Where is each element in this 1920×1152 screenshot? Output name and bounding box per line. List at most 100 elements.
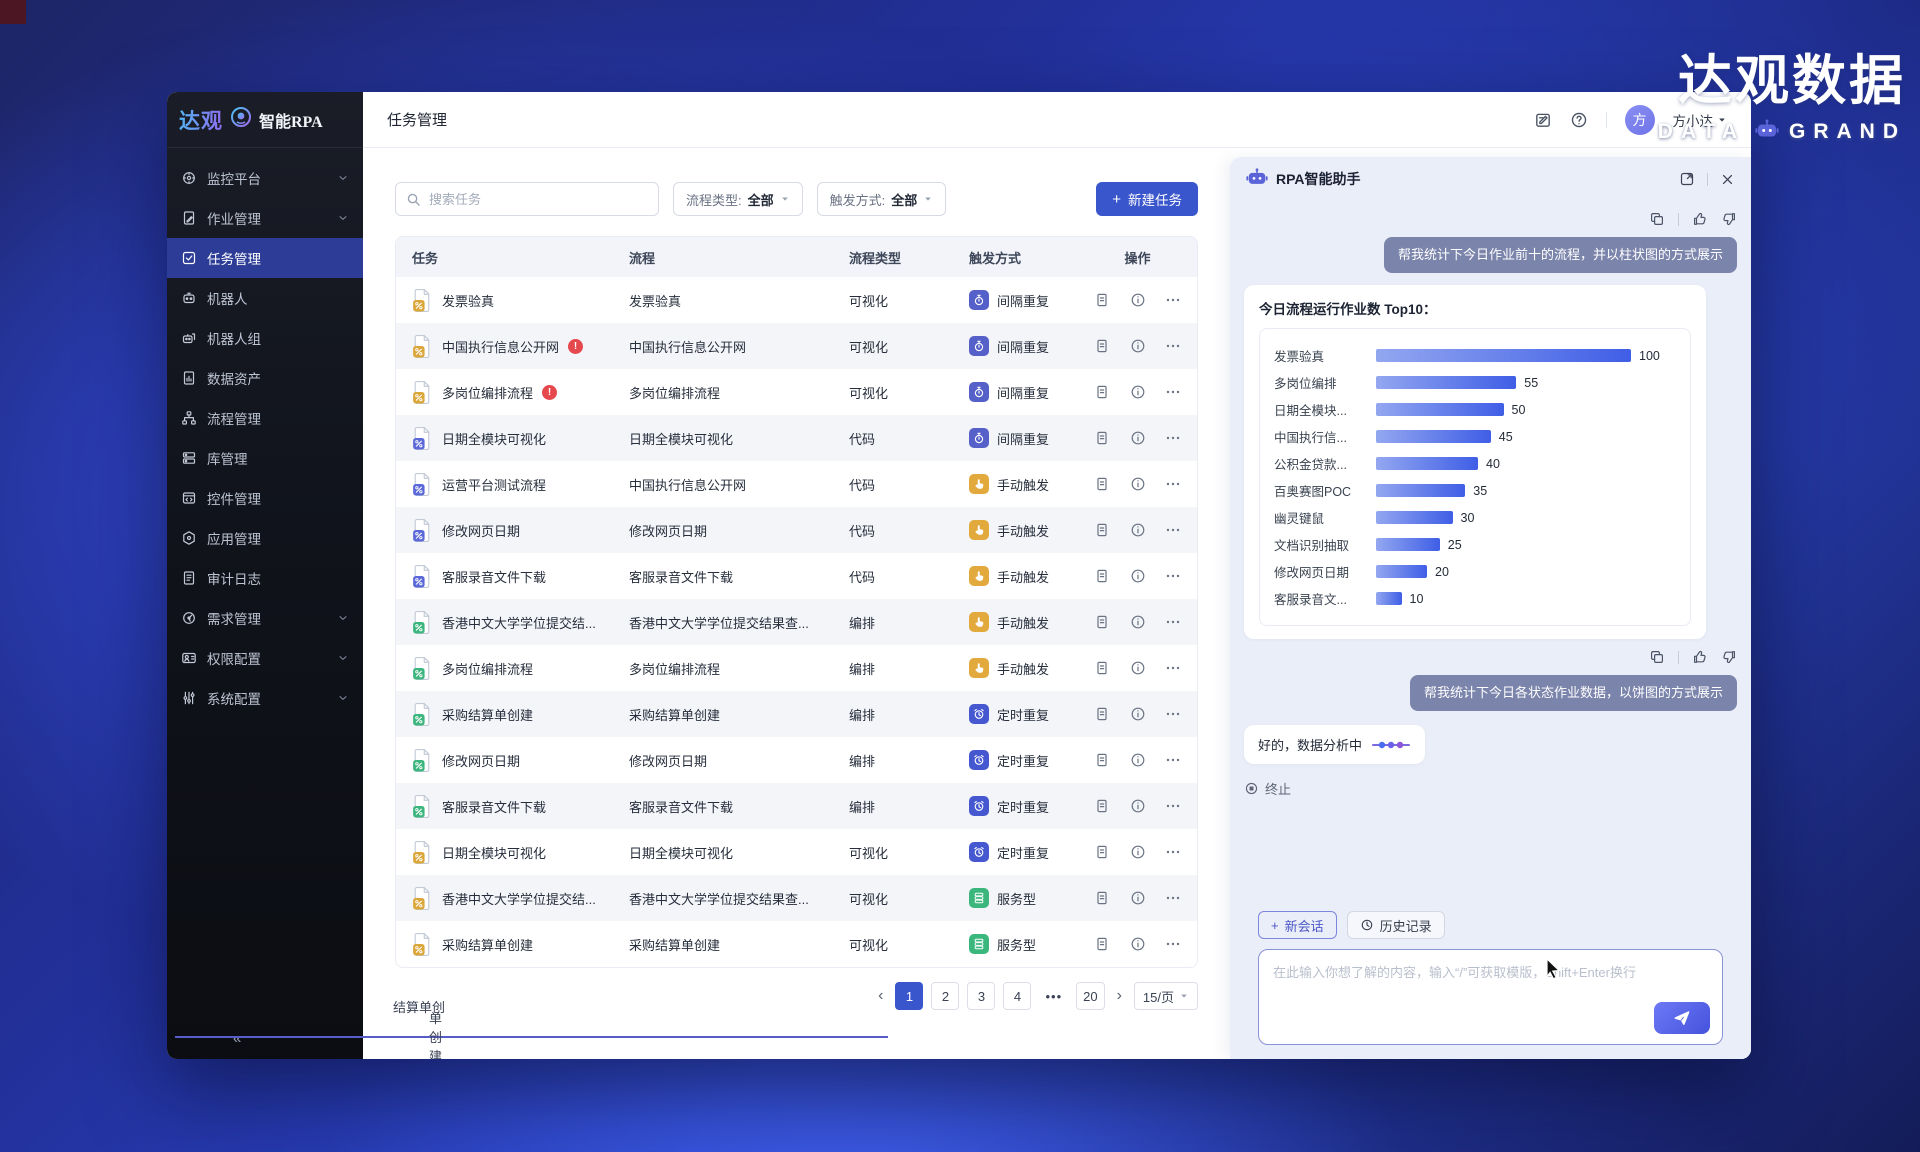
history-button[interactable]: 历史记录 [1346,911,1445,939]
more-icon[interactable] [1165,430,1181,446]
page-size-select[interactable]: 15/页 [1133,982,1198,1010]
info-icon[interactable] [1130,752,1146,768]
more-icon[interactable] [1165,660,1181,676]
edit-note-icon[interactable] [1534,111,1552,129]
page-button[interactable]: 4 [1003,982,1032,1010]
sidebar-item[interactable]: 库管理 [167,438,363,478]
sidebar-item[interactable]: 权限配置 [167,638,363,678]
search-input[interactable] [429,191,648,207]
more-icon[interactable] [1165,936,1181,952]
document-icon[interactable] [1094,844,1110,860]
thumbs-up-icon[interactable] [1692,649,1708,665]
document-icon[interactable] [1094,430,1110,446]
document-icon[interactable] [1094,522,1110,538]
more-icon[interactable] [1165,384,1181,400]
sidebar-item[interactable]: 应用管理 [167,518,363,558]
table-row[interactable]: 多岗位编排流程 多岗位编排流程 编排 手动触发 [396,645,1197,691]
copy-icon[interactable] [1649,649,1665,665]
info-icon[interactable] [1130,614,1146,630]
document-icon[interactable] [1094,890,1110,906]
stop-button[interactable]: 终止 [1244,779,1737,798]
sidebar-collapse-icon[interactable]: « [233,1029,242,1047]
info-icon[interactable] [1130,384,1146,400]
more-icon[interactable] [1165,338,1181,354]
table-row[interactable]: 采购结算单创建 采购结算单创建 可视化 服务型 [396,921,1197,967]
info-icon[interactable] [1130,338,1146,354]
thumbs-up-icon[interactable] [1692,211,1708,227]
more-icon[interactable] [1165,476,1181,492]
document-icon[interactable] [1094,614,1110,630]
document-icon[interactable] [1094,660,1110,676]
table-row[interactable]: 修改网页日期 修改网页日期 代码 手动触发 [396,507,1197,553]
help-icon[interactable] [1570,111,1588,129]
info-icon[interactable] [1130,568,1146,584]
new-chat-button[interactable]: + 新会话 [1258,911,1337,939]
table-row[interactable]: 多岗位编排流程 ! 多岗位编排流程 可视化 间隔重复 [396,369,1197,415]
more-icon[interactable] [1165,522,1181,538]
copy-icon[interactable] [1649,211,1665,227]
sidebar-item[interactable]: 控件管理 [167,478,363,518]
page-button[interactable]: 20 [1076,982,1105,1010]
sidebar-item[interactable]: 机器人 [167,278,363,318]
filter-flow-type[interactable]: 流程类型: 全部 [673,182,803,216]
prev-page-button[interactable]: ‹ [878,987,884,1004]
sidebar-item[interactable]: 机器人组 [167,318,363,358]
table-row[interactable]: 运营平台测试流程 中国执行信息公开网 代码 手动触发 [396,461,1197,507]
info-icon[interactable] [1130,798,1146,814]
avatar[interactable]: 方 [1624,104,1655,135]
sidebar-item[interactable]: 系统配置 [167,678,363,718]
more-icon[interactable] [1165,844,1181,860]
page-button[interactable]: 3 [967,982,996,1010]
table-row[interactable]: 中国执行信息公开网 ! 中国执行信息公开网 可视化 间隔重复 [396,323,1197,369]
table-row[interactable]: 香港中文大学学位提交结... 香港中文大学学位提交结果查... 编排 手动触发 [396,599,1197,645]
next-page-button[interactable]: › [1116,987,1122,1004]
table-row[interactable]: 香港中文大学学位提交结... 香港中文大学学位提交结果查... 可视化 服务型 [396,875,1197,921]
sidebar-item[interactable]: 数据资产 [167,358,363,398]
document-icon[interactable] [1094,476,1110,492]
table-row[interactable]: 发票验真 发票验真 可视化 间隔重复 [396,277,1197,323]
page-button[interactable]: 1 [895,982,924,1010]
table-row[interactable]: 日期全模块可视化 日期全模块可视化 代码 间隔重复 [396,415,1197,461]
info-icon[interactable] [1130,706,1146,722]
thumbs-down-icon[interactable] [1721,649,1737,665]
send-button[interactable] [1654,1002,1710,1034]
info-icon[interactable] [1130,660,1146,676]
info-icon[interactable] [1130,292,1146,308]
document-icon[interactable] [1094,706,1110,722]
sidebar-item[interactable]: 作业管理 [167,198,363,238]
document-icon[interactable] [1094,936,1110,952]
info-icon[interactable] [1130,844,1146,860]
expand-icon[interactable] [1679,171,1695,187]
more-icon[interactable] [1165,292,1181,308]
sidebar-item[interactable]: 任务管理 [167,238,363,278]
more-icon[interactable] [1165,890,1181,906]
document-icon[interactable] [1094,568,1110,584]
sidebar-item[interactable]: 监控平台 [167,158,363,198]
chat-input[interactable] [1273,962,1708,1018]
sidebar-item[interactable]: 流程管理 [167,398,363,438]
more-icon[interactable] [1165,568,1181,584]
close-icon[interactable] [1720,172,1735,187]
more-icon[interactable] [1165,752,1181,768]
info-icon[interactable] [1130,936,1146,952]
table-row[interactable]: 客服录音文件下载 客服录音文件下载 编排 定时重复 [396,783,1197,829]
info-icon[interactable] [1130,522,1146,538]
table-row[interactable]: 客服录音文件下载 客服录音文件下载 代码 手动触发 [396,553,1197,599]
more-icon[interactable] [1165,614,1181,630]
table-row[interactable]: 采购结算单创建 采购结算单创建 编排 定时重复 [396,691,1197,737]
document-icon[interactable] [1094,752,1110,768]
filter-trigger-type[interactable]: 触发方式: 全部 [816,182,947,216]
document-icon[interactable] [1094,338,1110,354]
document-icon[interactable] [1094,798,1110,814]
table-row[interactable]: 日期全模块可视化 日期全模块可视化 可视化 定时重复 [396,829,1197,875]
page-button[interactable]: 2 [931,982,960,1010]
user-menu[interactable]: 方小达 [1673,110,1728,130]
info-icon[interactable] [1130,430,1146,446]
sidebar-item[interactable]: 需求管理 [167,598,363,638]
thumbs-down-icon[interactable] [1721,211,1737,227]
more-icon[interactable] [1165,706,1181,722]
info-icon[interactable] [1130,476,1146,492]
sidebar-item[interactable]: 审计日志 [167,558,363,598]
document-icon[interactable] [1094,384,1110,400]
table-row[interactable]: 修改网页日期 修改网页日期 编排 定时重复 [396,737,1197,783]
